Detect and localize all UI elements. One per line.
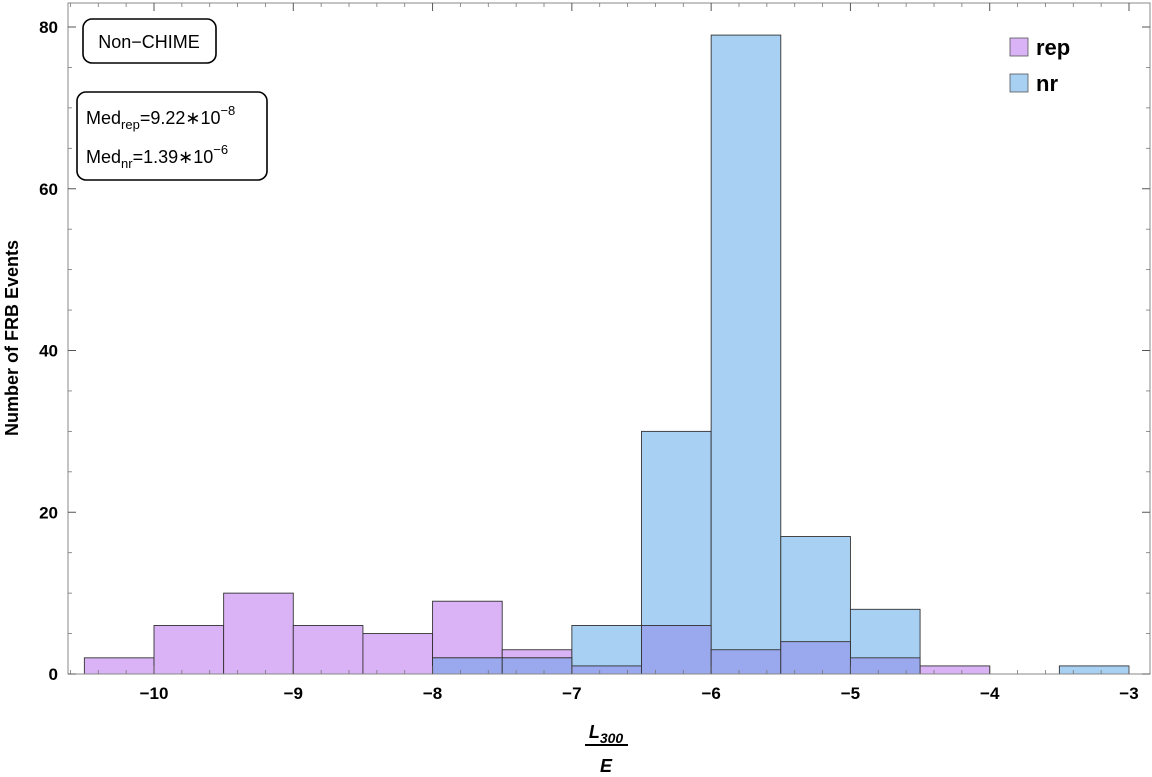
rep-bar-0 <box>83 657 155 675</box>
legend-label-rep: rep <box>1036 35 1070 60</box>
overlap-bar-3 <box>641 625 712 675</box>
median-rep: Medrep=9.22∗10−8 <box>86 103 235 132</box>
axes-frame <box>67 2 1151 675</box>
sample-label: Non−CHIME <box>98 32 200 52</box>
y-tick-label: 60 <box>39 180 58 199</box>
legend-swatch-nr <box>1009 73 1029 93</box>
overlap-bar-6 <box>849 657 921 675</box>
overlap-bar-1 <box>501 657 573 675</box>
y-tick-label: 40 <box>39 342 58 361</box>
rep-bar-1 <box>153 625 225 675</box>
legend-item-nr: nr <box>1009 71 1058 96</box>
y-tick-label: 20 <box>39 503 58 522</box>
x-tick-label: −10 <box>140 684 169 703</box>
rep-bar-3 <box>292 625 364 675</box>
y-tick-label: 80 <box>39 18 58 37</box>
overlap-bar-2 <box>571 665 642 675</box>
x-tick-label: −7 <box>562 684 581 703</box>
x-tick-label: −5 <box>841 684 860 703</box>
y-axis-title: Number of FRB Events <box>2 240 22 436</box>
x-axis-title-numerator-sub: 300 <box>600 730 624 746</box>
x-tick-label: −8 <box>423 684 442 703</box>
x-axis-title-denominator: E <box>600 756 613 776</box>
y-tick-label: 0 <box>49 665 58 684</box>
median-box: Medrep=9.22∗10−8 Mednr=1.39∗10−6 <box>76 91 268 181</box>
nr-bar-7 <box>1058 665 1130 675</box>
sample-label-box: Non−CHIME <box>82 18 217 64</box>
overlap-bar-0 <box>432 657 503 675</box>
nr-bars <box>432 34 1130 675</box>
axis-ticks: −10 −9 −8 −7 −6 −5 −4 −3 0 20 40 60 80 <box>39 3 1150 703</box>
median-nr: Mednr=1.39∗10−6 <box>86 142 228 171</box>
legend-swatch-rep <box>1009 37 1029 57</box>
x-axis-title: L300 E <box>585 722 628 776</box>
x-tick-label: −4 <box>980 684 1000 703</box>
svg-text:L300: L300 <box>589 722 624 746</box>
rep-bar-12 <box>919 665 991 675</box>
legend-item-rep: rep <box>1009 35 1070 60</box>
legend-label-nr: nr <box>1036 71 1058 96</box>
overlap-bar-5 <box>780 641 851 675</box>
x-tick-label: −9 <box>284 684 303 703</box>
x-tick-label: −6 <box>701 684 720 703</box>
rep-bar-2 <box>223 592 294 675</box>
x-axis-title-numerator: L <box>589 722 600 742</box>
x-tick-label: −3 <box>1119 684 1138 703</box>
plot-frame <box>67 2 1151 675</box>
nr-bar-4 <box>710 34 782 675</box>
legend: rep nr <box>1009 35 1070 96</box>
rep-bar-4 <box>362 633 434 675</box>
overlap-bar-4 <box>710 649 782 675</box>
